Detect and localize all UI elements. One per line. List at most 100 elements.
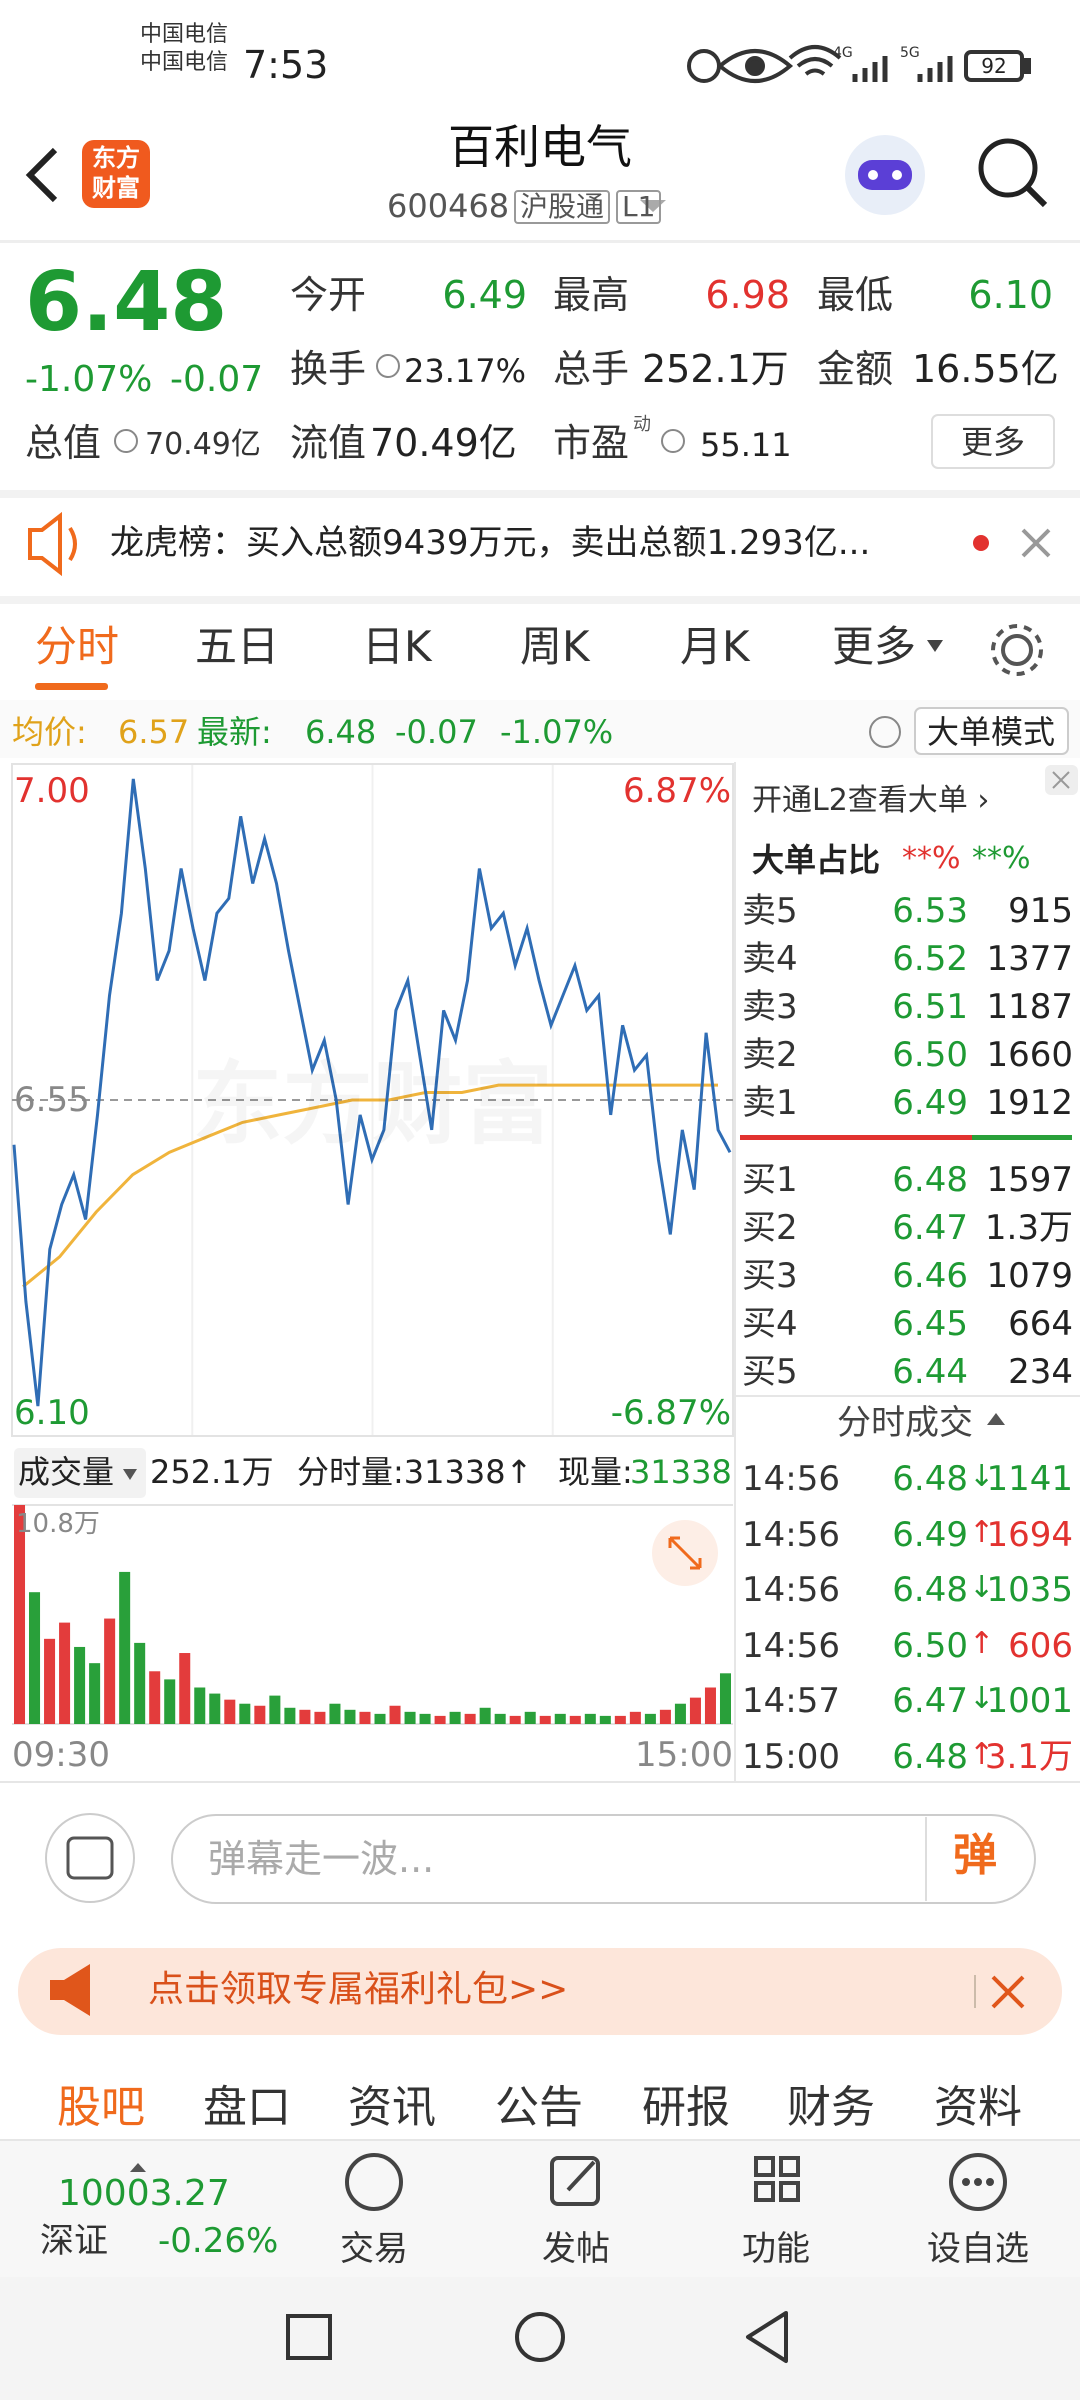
book-label: 卖1: [742, 1083, 798, 1123]
dropdown-icon[interactable]: [927, 640, 943, 652]
news-ticker[interactable]: 龙虎榜：买入总额9439万元，卖出总额1.293亿...: [110, 523, 871, 563]
average-line: [22, 1083, 718, 1288]
stat-value: 252.1万: [642, 347, 789, 391]
latest-label: 最新:: [197, 713, 272, 751]
trade-direction: ↑: [969, 1514, 995, 1550]
stock-code: 600468: [387, 187, 510, 225]
content-tab[interactable]: 资讯: [348, 2082, 436, 2133]
x-tick-label: 09:30: [12, 1735, 110, 1775]
book-volume: 915: [1008, 891, 1073, 931]
mode-button[interactable]: [914, 707, 1069, 755]
trade-volume: 3.1万: [984, 1736, 1073, 1777]
promo-text[interactable]: 点击领取专属福利礼包>>: [148, 1969, 569, 2010]
close-icon[interactable]: [991, 1975, 1025, 2009]
tag: 沪股通: [514, 190, 611, 224]
volume-bar: [119, 1571, 131, 1724]
divider: [0, 596, 1080, 604]
back-button[interactable]: [746, 2311, 788, 2363]
content-tab[interactable]: 财务: [787, 2082, 875, 2133]
chart-tab[interactable]: 月K: [680, 622, 750, 671]
nav-item[interactable]: 设自选: [927, 2229, 1029, 2269]
comment-placeholder[interactable]: 弹幕走一波...: [208, 1837, 435, 1881]
avg-label: 均价:: [12, 713, 87, 751]
chart-tab[interactable]: 日K: [362, 622, 432, 671]
volume-bar: [509, 1715, 521, 1724]
robot-eye: [868, 170, 878, 180]
chart-tab[interactable]: 更多: [832, 622, 917, 671]
chart-tab[interactable]: 五日: [195, 622, 280, 671]
volume-bar: [179, 1653, 191, 1724]
book-label: 买4: [742, 1304, 798, 1344]
back-icon[interactable]: [25, 147, 58, 203]
big-order-label: 大单占比: [752, 841, 881, 879]
search-icon[interactable]: [978, 138, 1038, 198]
content-tab[interactable]: 研报: [642, 2082, 730, 2133]
nav-item[interactable]: 发帖: [542, 2229, 610, 2269]
volume-bar: [194, 1687, 206, 1724]
trade-price: 6.48: [892, 1570, 968, 1610]
trade-direction: ↓: [969, 1681, 995, 1716]
stat-superscript: 动: [633, 414, 651, 435]
y-tick-label: 6.10: [14, 1393, 90, 1433]
index-arrow: [130, 2163, 146, 2172]
comment-input[interactable]: [171, 1814, 1036, 1904]
stat-label: 今开: [290, 273, 367, 317]
trade-price: 6.48: [892, 1736, 968, 1777]
more-button[interactable]: 更多: [960, 423, 1026, 461]
book-volume: 1597: [986, 1160, 1073, 1200]
content-tab[interactable]: 股吧: [57, 2082, 145, 2133]
content-tab[interactable]: 公告: [495, 2082, 583, 2133]
volume-bar: [614, 1715, 626, 1724]
stat-label: 金额: [817, 347, 894, 391]
trade-direction: ↓: [969, 1459, 995, 1494]
l2-link[interactable]: 开通L2查看大单 ›: [752, 783, 990, 818]
volume-bar: [74, 1646, 86, 1724]
nav-item[interactable]: 功能: [742, 2229, 810, 2269]
trade-price: 6.47: [892, 1681, 968, 1721]
sort-icon[interactable]: [987, 1413, 1005, 1425]
volume-bar: [14, 1505, 26, 1724]
book-volume: 1187: [986, 987, 1073, 1027]
stat-value: 6.49: [442, 273, 527, 317]
carrier: 中国电信: [140, 22, 229, 47]
index-change: -0.26%: [158, 2221, 279, 2261]
chart-tab[interactable]: 分时: [35, 622, 120, 671]
index-value[interactable]: 10003.27: [58, 2173, 230, 2214]
comment-icon[interactable]: [45, 1813, 135, 1903]
chart-tab[interactable]: 周K: [520, 622, 590, 671]
trades-title[interactable]: 分时成交: [837, 1403, 973, 1443]
volume-selector[interactable]: [14, 1448, 146, 1498]
robot-eye: [892, 170, 902, 180]
more-button[interactable]: [931, 414, 1055, 469]
expand-icon: [668, 1536, 702, 1570]
content-tab[interactable]: 盘口: [203, 2082, 291, 2133]
network-type: 4G: [833, 45, 853, 61]
volume-bar: [254, 1705, 266, 1724]
current-volume: 31338: [630, 1453, 732, 1491]
book-label: 买1: [742, 1160, 798, 1200]
comment-icon-glyph: [66, 1836, 114, 1880]
settings-icon[interactable]: [1001, 634, 1033, 666]
recent-apps-button[interactable]: [286, 2314, 332, 2360]
minute-volume: 分时量:31338↑: [297, 1453, 533, 1491]
trade-time: 15:00: [742, 1736, 840, 1777]
panel-close-icon: [1052, 771, 1070, 789]
stat-value: 55.11: [700, 426, 792, 464]
book-volume: 1660: [986, 1035, 1073, 1075]
y-tick-label: 10.8万: [16, 1509, 100, 1539]
content-tab[interactable]: 资料: [934, 2082, 1022, 2133]
volume-selector-label[interactable]: 成交量: [18, 1453, 115, 1491]
nav-item[interactable]: 交易: [340, 2229, 408, 2269]
close-icon[interactable]: [1021, 528, 1051, 558]
trade-time: 14:57: [742, 1681, 840, 1721]
home-button[interactable]: [515, 2312, 565, 2362]
danmaku-button[interactable]: 弹: [953, 1830, 997, 1881]
volume-bar: [314, 1711, 326, 1724]
promo-banner[interactable]: [18, 1948, 1062, 2035]
network-type: 5G: [900, 45, 920, 61]
help-icon[interactable]: [869, 716, 901, 748]
nav-icons: [345, 2153, 1007, 2211]
mode-button-label[interactable]: 大单模式: [926, 713, 1056, 751]
big-order-sell: **%: [902, 841, 961, 876]
